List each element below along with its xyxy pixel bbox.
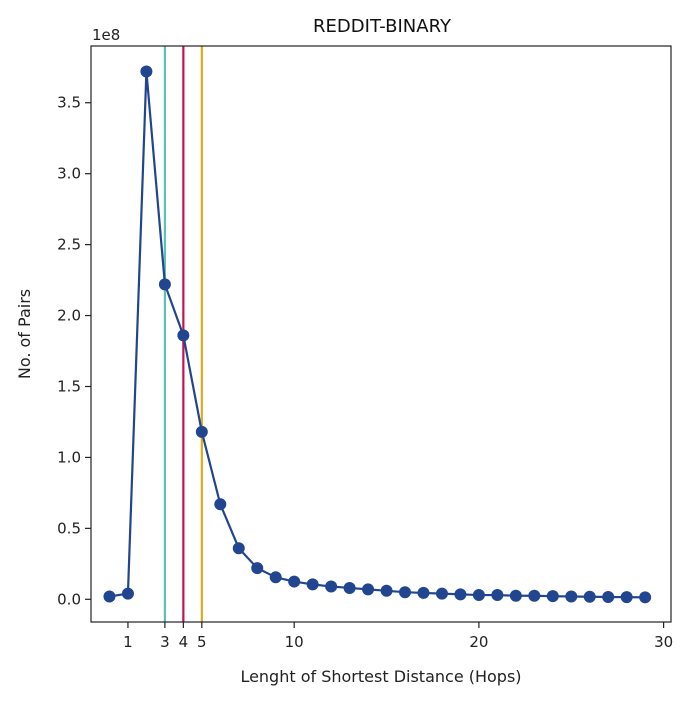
- x-tick-label: 20: [469, 633, 488, 651]
- y-axis-label: No. of Pairs: [15, 289, 34, 379]
- data-point: [288, 575, 301, 588]
- chart-title: REDDIT-BINARY: [313, 16, 452, 37]
- x-tick-label: 3: [160, 633, 170, 651]
- data-point: [565, 590, 578, 603]
- data-point: [325, 580, 338, 593]
- data-point: [620, 591, 633, 604]
- data-point: [269, 571, 282, 584]
- data-point: [306, 578, 319, 591]
- data-point: [417, 586, 430, 599]
- data-point: [546, 590, 559, 603]
- y-offset-text: 1e8: [92, 26, 120, 44]
- data-point: [140, 65, 153, 78]
- y-tick-label: 2.0: [57, 307, 81, 325]
- x-tick-label: 5: [197, 633, 207, 651]
- series-line: [109, 70, 646, 599]
- y-tick-label: 1.5: [57, 377, 81, 395]
- data-point: [380, 584, 393, 597]
- y-tick-label: 3.0: [57, 165, 81, 183]
- y-tick-label: 3.5: [57, 94, 81, 112]
- data-point: [491, 589, 504, 602]
- data-point: [362, 583, 375, 596]
- data-series: [103, 65, 652, 604]
- data-point: [472, 589, 485, 602]
- plot-frame: [90, 45, 672, 623]
- x-tick-label: 30: [654, 633, 673, 651]
- y-axis: 0.0 0.5 1.0 1.5 2.0 2.5 3.0 3.5: [57, 94, 91, 608]
- x-tick-label: 4: [179, 633, 189, 651]
- data-point: [214, 498, 227, 511]
- data-point: [583, 590, 596, 603]
- data-point: [602, 591, 615, 604]
- data-point: [399, 586, 412, 599]
- data-point: [251, 562, 264, 575]
- data-point: [177, 329, 190, 342]
- y-tick-label: 1.0: [57, 448, 81, 466]
- data-point: [454, 588, 467, 601]
- data-point: [343, 581, 356, 594]
- y-tick-label: 0.5: [57, 519, 81, 537]
- data-point: [509, 589, 522, 602]
- data-point: [158, 278, 171, 291]
- data-point: [232, 542, 245, 555]
- y-tick-label: 0.0: [57, 590, 81, 608]
- x-tick-label: 10: [285, 633, 304, 651]
- data-point: [435, 587, 448, 600]
- data-point: [639, 591, 652, 604]
- data-point: [528, 589, 541, 602]
- data-point: [103, 590, 116, 603]
- x-tick-label: 1: [123, 633, 133, 651]
- y-tick-label: 2.5: [57, 236, 81, 254]
- data-point: [195, 425, 208, 438]
- x-axis-label: Lenght of Shortest Distance (Hops): [240, 667, 521, 686]
- data-point: [121, 587, 134, 600]
- x-axis: 1 3 4 5 10 20 30: [123, 622, 673, 651]
